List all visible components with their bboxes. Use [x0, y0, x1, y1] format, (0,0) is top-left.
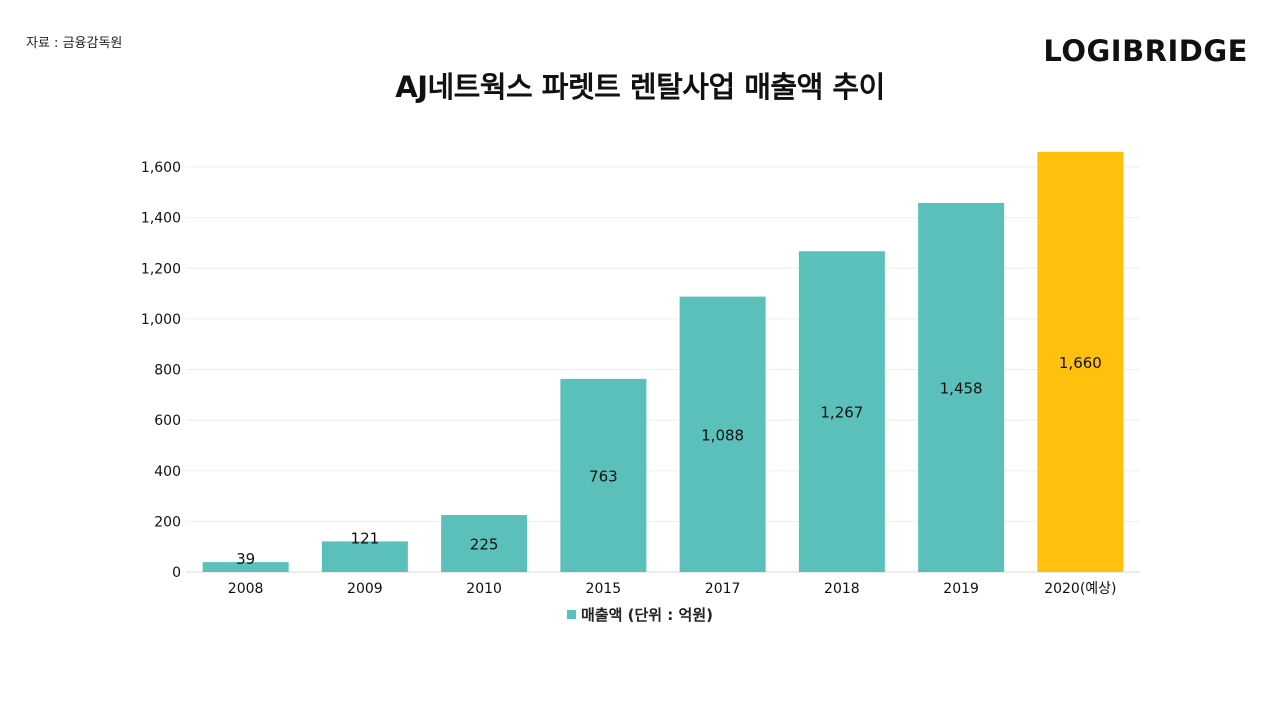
bar — [202, 562, 289, 572]
x-tick-label: 2010 — [466, 581, 502, 597]
bar — [441, 515, 528, 572]
data-label: 121 — [351, 529, 380, 547]
y-tick-label: 1,000 — [141, 312, 181, 328]
y-tick-label: 800 — [154, 363, 181, 379]
data-label: 1,458 — [940, 379, 983, 397]
legend-swatch — [567, 610, 576, 619]
x-tick-label: 2020(예상) — [1044, 581, 1116, 597]
x-tick-label: 2017 — [705, 581, 741, 597]
bar — [560, 378, 647, 572]
y-tick-label: 400 — [154, 464, 181, 480]
bar — [798, 251, 885, 572]
data-label: 1,660 — [1059, 354, 1102, 372]
x-tick-label: 2018 — [824, 581, 860, 597]
y-tick-label: 0 — [172, 565, 181, 581]
data-label: 763 — [589, 467, 618, 485]
bar — [679, 296, 766, 572]
legend-label: 매출액 (단위 : 억원) — [581, 606, 713, 624]
y-tick-label: 1,400 — [141, 211, 181, 227]
data-label: 39 — [236, 550, 255, 568]
x-tick-label: 2008 — [228, 581, 264, 597]
bar — [918, 202, 1005, 572]
data-label: 225 — [470, 536, 499, 554]
y-tick-label: 1,200 — [141, 261, 181, 277]
bar — [1037, 151, 1124, 572]
source-note: 자료 : 금융감독원 — [26, 36, 123, 51]
x-tick-label: 2015 — [586, 581, 622, 597]
chart-title: AJ네트웍스 파렛트 렌탈사업 매출액 추이 — [395, 70, 885, 104]
data-label: 1,267 — [820, 404, 863, 422]
x-tick-label: 2019 — [943, 581, 979, 597]
chart-legend: 매출액 (단위 : 억원) — [0, 604, 1280, 625]
y-tick-label: 1,600 — [141, 160, 181, 176]
y-tick-label: 600 — [154, 413, 181, 429]
data-label: 1,088 — [701, 426, 744, 444]
y-tick-label: 200 — [154, 514, 181, 530]
bar — [321, 541, 408, 572]
x-tick-label: 2009 — [347, 581, 383, 597]
brand-logo: LOGIBRIDGE — [1043, 34, 1248, 68]
